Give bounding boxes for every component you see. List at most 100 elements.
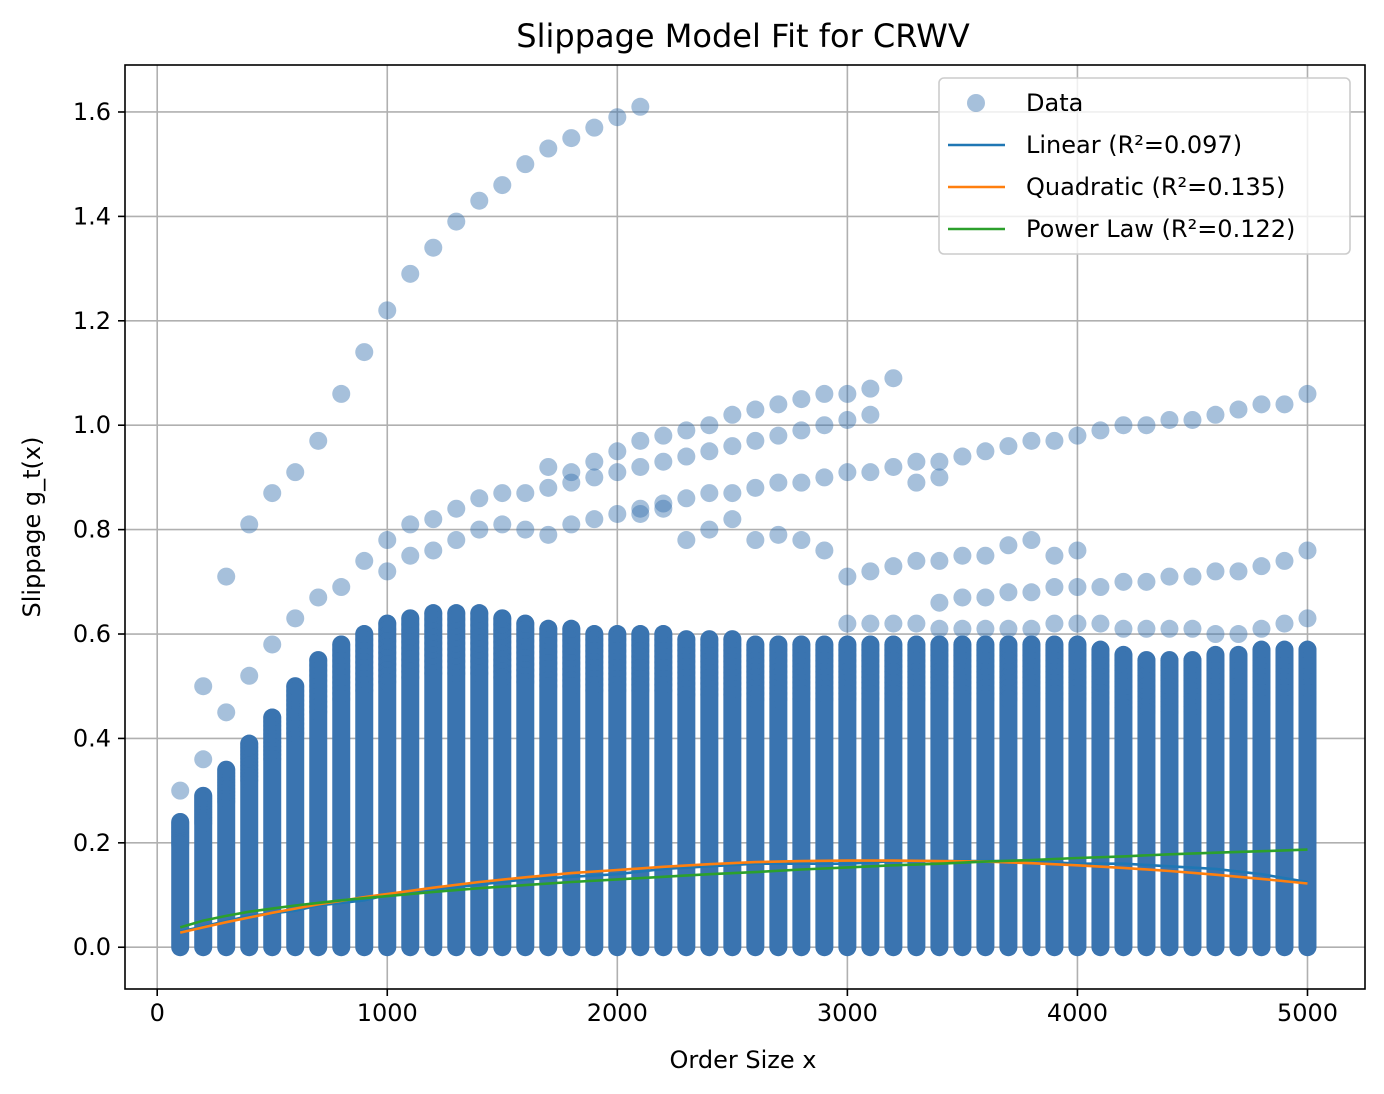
scatter-point bbox=[539, 140, 557, 158]
scatter-point bbox=[677, 531, 695, 549]
scatter-point bbox=[470, 604, 488, 622]
scatter-point bbox=[769, 635, 787, 653]
x-tick-label: 1000 bbox=[357, 999, 418, 1027]
scatter-point bbox=[677, 489, 695, 507]
scatter-point bbox=[539, 479, 557, 497]
y-tick-label: 1.2 bbox=[73, 307, 111, 335]
x-axis-label: Order Size x bbox=[670, 1046, 817, 1074]
scatter-point bbox=[838, 615, 856, 633]
scatter-point bbox=[1229, 401, 1247, 419]
scatter-point bbox=[654, 625, 672, 643]
scatter-point bbox=[1252, 641, 1270, 659]
scatter-point bbox=[700, 416, 718, 434]
scatter-point bbox=[769, 526, 787, 544]
scatter-point bbox=[907, 474, 925, 492]
scatter-point bbox=[861, 615, 879, 633]
scatter-point bbox=[1045, 432, 1063, 450]
scatter-point bbox=[1275, 552, 1293, 570]
scatter-point bbox=[1045, 578, 1063, 596]
scatter-point bbox=[332, 578, 350, 596]
scatter-point bbox=[447, 500, 465, 518]
scatter-point bbox=[1206, 562, 1224, 580]
scatter-point bbox=[1298, 385, 1316, 403]
scatter-point bbox=[1045, 547, 1063, 565]
scatter-point bbox=[562, 515, 580, 533]
scatter-point bbox=[1068, 578, 1086, 596]
scatter-point bbox=[700, 521, 718, 539]
scatter-point bbox=[861, 406, 879, 424]
legend-label: Quadratic (R²=0.135) bbox=[1026, 173, 1285, 201]
scatter-point bbox=[1183, 651, 1201, 669]
scatter-point bbox=[608, 442, 626, 460]
scatter-point bbox=[217, 703, 235, 721]
scatter-point bbox=[907, 635, 925, 653]
scatter-point bbox=[332, 385, 350, 403]
scatter-point bbox=[769, 427, 787, 445]
scatter-point bbox=[447, 604, 465, 622]
scatter-point bbox=[884, 369, 902, 387]
scatter-point bbox=[746, 479, 764, 497]
scatter-point bbox=[1114, 646, 1132, 664]
scatter-point bbox=[470, 521, 488, 539]
x-tick-label: 4000 bbox=[1047, 999, 1108, 1027]
scatter-point bbox=[263, 635, 281, 653]
scatter-point bbox=[286, 677, 304, 695]
scatter-point bbox=[907, 615, 925, 633]
scatter-point bbox=[884, 557, 902, 575]
scatter-point bbox=[516, 155, 534, 173]
scatter-point bbox=[769, 395, 787, 413]
legend: DataLinear (R²=0.097)Quadratic (R²=0.135… bbox=[939, 78, 1350, 254]
scatter-point bbox=[930, 620, 948, 638]
scatter-point bbox=[654, 453, 672, 471]
scatter-point bbox=[355, 625, 373, 643]
scatter-point bbox=[953, 547, 971, 565]
scatter-point bbox=[378, 562, 396, 580]
scatter-point bbox=[171, 813, 189, 831]
scatter-point bbox=[1298, 541, 1316, 559]
scatter-point bbox=[838, 635, 856, 653]
scatter-point bbox=[401, 515, 419, 533]
scatter-point bbox=[976, 442, 994, 460]
scatter-point bbox=[700, 484, 718, 502]
scatter-point bbox=[1137, 620, 1155, 638]
scatter-point bbox=[516, 615, 534, 633]
scatter-point bbox=[700, 442, 718, 460]
y-axis-label: Slippage g_t(x) bbox=[18, 437, 46, 618]
scatter-point bbox=[792, 474, 810, 492]
scatter-point bbox=[1206, 406, 1224, 424]
legend-label: Linear (R²=0.097) bbox=[1026, 131, 1242, 159]
scatter-point bbox=[746, 635, 764, 653]
scatter-point bbox=[631, 98, 649, 116]
x-tick-label: 2000 bbox=[587, 999, 648, 1027]
scatter-point bbox=[631, 625, 649, 643]
scatter-point bbox=[1068, 427, 1086, 445]
scatter-point bbox=[815, 635, 833, 653]
scatter-point bbox=[1160, 568, 1178, 586]
scatter-point bbox=[792, 421, 810, 439]
scatter-point bbox=[424, 604, 442, 622]
scatter-point bbox=[516, 521, 534, 539]
scatter-point bbox=[907, 552, 925, 570]
scatter-point bbox=[930, 594, 948, 612]
scatter-point bbox=[746, 401, 764, 419]
scatter-point bbox=[976, 547, 994, 565]
scatter-point bbox=[263, 709, 281, 727]
scatter-point bbox=[585, 468, 603, 486]
scatter-point bbox=[999, 635, 1017, 653]
scatter-point bbox=[608, 463, 626, 481]
scatter-point bbox=[1022, 432, 1040, 450]
scatter-point bbox=[470, 192, 488, 210]
scatter-point bbox=[976, 620, 994, 638]
legend-marker bbox=[967, 94, 985, 112]
scatter-point bbox=[355, 343, 373, 361]
scatter-point bbox=[1252, 557, 1270, 575]
scatter-point bbox=[1206, 646, 1224, 664]
scatter-point bbox=[1022, 531, 1040, 549]
scatter-point bbox=[332, 635, 350, 653]
scatter-point bbox=[838, 568, 856, 586]
scatter-point bbox=[861, 380, 879, 398]
scatter-point bbox=[1183, 568, 1201, 586]
scatter-point bbox=[769, 474, 787, 492]
scatter-point bbox=[700, 630, 718, 648]
scatter-point bbox=[1114, 573, 1132, 591]
